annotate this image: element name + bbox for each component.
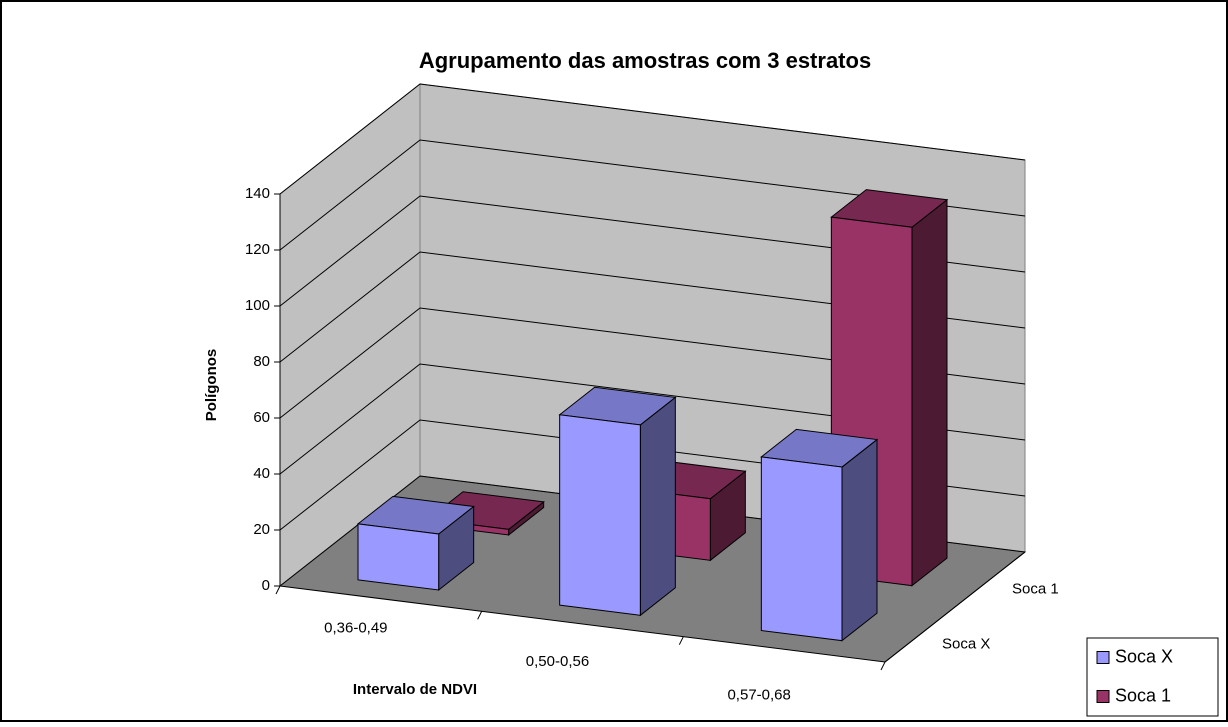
x-tick (678, 636, 684, 645)
z-tick-label: Soca X (942, 635, 990, 652)
legend-swatch (1096, 690, 1110, 703)
z-axis (884, 551, 1026, 663)
grid-line (279, 139, 1026, 251)
legend-label: Soca X (1115, 646, 1173, 666)
grid-line (279, 363, 1026, 475)
grid-line (279, 195, 1026, 307)
bar-side (911, 198, 948, 587)
x-axis-title: Intervalo de NDVI (353, 681, 477, 698)
z-tick-label: Soca 1 (1012, 580, 1059, 597)
x-tick-label: 0,50-0,56 (526, 653, 589, 670)
y-tick-label: 140 (245, 185, 270, 202)
y-tick-label: 60 (253, 409, 270, 426)
grid-line (279, 307, 1026, 419)
x-tick (477, 611, 483, 620)
y-tick-label: 40 (253, 465, 270, 482)
y-axis-title: Polígonos (203, 349, 220, 422)
y-tick-label: 80 (253, 353, 270, 370)
y-tick-label: 0 (262, 577, 270, 594)
x-tick (880, 661, 886, 671)
x-tick (275, 585, 281, 595)
bar (357, 523, 440, 591)
bar (559, 414, 641, 616)
grid-line (279, 251, 1026, 363)
legend-label: Soca 1 (1115, 685, 1171, 705)
bar-side (639, 396, 676, 617)
grid-line (279, 83, 1026, 195)
x-tick-label: 0,57-0,68 (727, 686, 790, 703)
legend-swatch (1096, 651, 1110, 664)
chart-title: Agrupamento das amostras com 3 estratos (419, 48, 871, 73)
y-tick-label: 20 (253, 521, 270, 538)
x-tick-label: 0,36-0,49 (324, 620, 387, 637)
y-tick-label: 100 (245, 297, 270, 314)
bar-side (841, 438, 878, 642)
bar (760, 456, 843, 642)
y-tick-label: 120 (245, 241, 270, 258)
